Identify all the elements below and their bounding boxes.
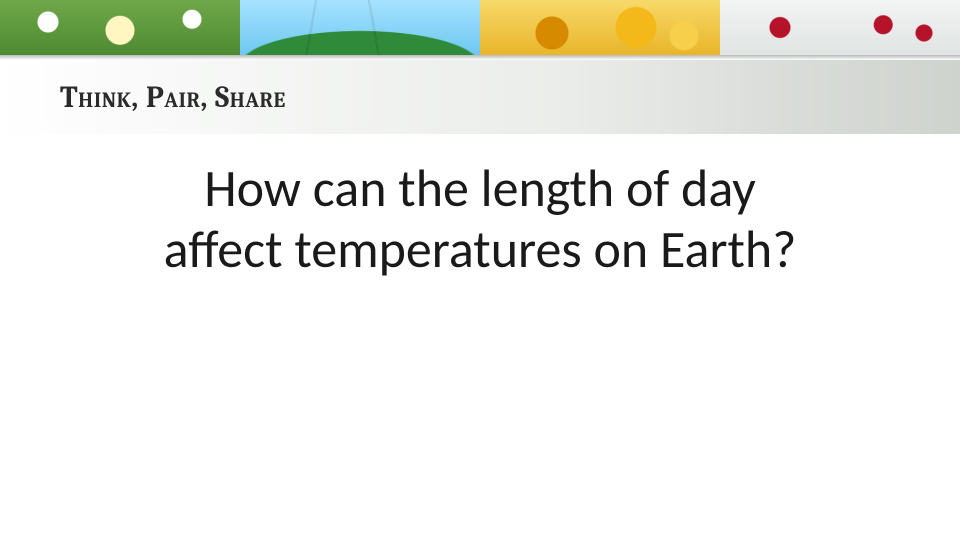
prompt-line-2: affect temperatures on Earth?: [0, 219, 960, 280]
spring-image: [0, 0, 240, 55]
autumn-image: [480, 0, 720, 55]
prompt-text: How can the length of day affect tempera…: [0, 158, 960, 281]
prompt-line-1: How can the length of day: [0, 158, 960, 219]
section-label-word-2: Pair,: [146, 80, 215, 115]
winter-image: [720, 0, 960, 55]
title-strip: Think, Pair, Share: [0, 60, 960, 134]
section-label-word-3: Share: [215, 80, 286, 115]
section-label: Think, Pair, Share: [60, 80, 286, 115]
seasons-banner: [0, 0, 960, 55]
slide: Think, Pair, Share How can the length of…: [0, 0, 960, 540]
summer-image: [240, 0, 480, 55]
section-label-word-1: Think,: [60, 80, 146, 115]
